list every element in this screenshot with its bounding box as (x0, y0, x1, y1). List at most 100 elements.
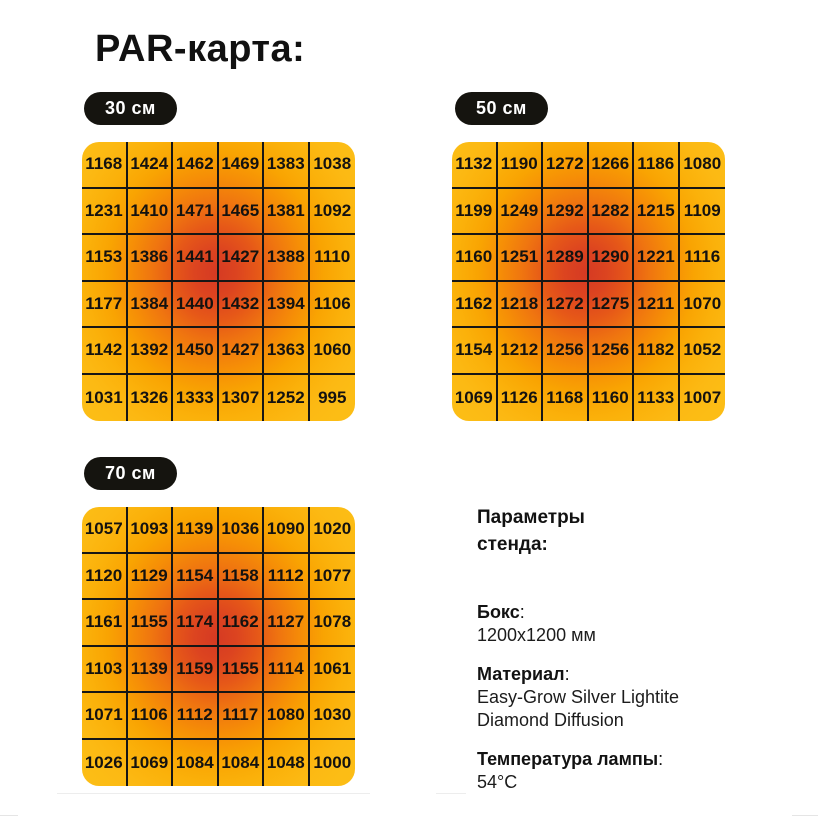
heatmap-cell: 1266 (588, 142, 634, 189)
heatmap-cell: 1110 (309, 235, 355, 282)
card-edge-line (436, 793, 466, 794)
heatmap-cell: 1256 (588, 328, 634, 375)
heatmap-cell: 1272 (543, 142, 589, 189)
heatmap-cell: 1162 (452, 281, 498, 328)
param-box-value: 1200x1200 мм (477, 625, 596, 646)
heatmap-cell: 1061 (309, 647, 355, 693)
heatmap-cell: 1307 (219, 374, 264, 421)
heatmap-30cm: 1168 1424 1462 1469 1383 1038 1231 1410 1471 1465… (82, 142, 355, 421)
heatmap-cell: 1112 (173, 693, 219, 740)
heatmap-cell: 1363 (264, 328, 310, 375)
heatmap-cell: 1120 (82, 553, 128, 600)
param-lamp-temperature: Температура лампы: 54°C (477, 747, 727, 794)
heatmap-cell: 1381 (264, 188, 310, 235)
heatmap-cell: 1471 (173, 188, 219, 235)
distance-badge-70cm-label: 70 см (105, 463, 156, 483)
heatmap-cell: 1092 (309, 189, 355, 235)
heatmap-cell: 1427 (218, 328, 264, 375)
card-edge-line (0, 815, 18, 816)
heatmap-cell: 1162 (218, 600, 264, 647)
heatmap-cell: 1093 (127, 507, 173, 554)
distance-badge-30cm-label: 30 см (105, 98, 156, 118)
heatmap-cell: 1462 (173, 142, 219, 189)
heatmap-cell: 1057 (82, 507, 128, 554)
heatmap-cell: 1159 (173, 646, 219, 693)
distance-badge-70cm: 70 см (84, 457, 177, 490)
heatmap-cell: 1117 (218, 693, 264, 740)
heatmap-cell: 1275 (588, 281, 634, 328)
heatmap-cell: 1427 (218, 235, 264, 282)
heatmap-cell: 1127 (264, 600, 310, 647)
heatmap-cell: 1069 (452, 374, 498, 421)
heatmap-70cm: 1057 1093 1139 1036 1090 1020 1120 1129 1154 1158… (82, 507, 355, 786)
heatmap-cell: 1212 (497, 328, 543, 375)
param-lamp-temperature-value: 54°C (477, 772, 518, 793)
heatmap-cell: 1174 (173, 600, 219, 647)
heatmap-cell: 1026 (82, 739, 128, 786)
heatmap-cell: 1126 (498, 374, 543, 421)
heatmap-cell: 1154 (452, 328, 498, 375)
heatmap-cell: 1048 (264, 739, 310, 786)
heatmap-cell: 1154 (173, 553, 219, 600)
heatmap-cell: 1106 (309, 282, 355, 328)
heatmap-cell: 1020 (309, 507, 355, 554)
card-edge-line (792, 815, 818, 816)
heatmap-cell: 1000 (313, 752, 352, 772)
heatmap-cell: 995 (318, 387, 347, 407)
heatmap-cell: 1392 (127, 328, 173, 375)
heatmap-cell: 1215 (634, 188, 680, 235)
heatmap-cell: 1155 (127, 600, 173, 647)
heatmap-cell: 1080 (679, 142, 725, 189)
heatmap-cell: 1090 (264, 507, 310, 554)
heatmap-cell: 1231 (82, 188, 128, 235)
heatmap-cell: 1326 (128, 374, 173, 421)
distance-badge-30cm: 30 см (84, 92, 177, 125)
heatmap-cell: 1386 (127, 235, 173, 282)
heatmap-cell: 1160 (589, 374, 634, 421)
heatmap-cell: 1106 (127, 693, 173, 740)
heatmap-cell: 1142 (82, 328, 128, 375)
heatmap-cell: 1384 (127, 281, 173, 328)
heatmap-cell: 1077 (309, 554, 355, 600)
heatmap-cell: 1256 (543, 328, 589, 375)
param-material: Материал: Easy-Grow Silver Lightite Diam… (477, 662, 727, 732)
heatmap-cell: 1153 (82, 235, 128, 282)
heatmap-cell: 1129 (127, 553, 173, 600)
heatmap-cell: 1383 (264, 142, 310, 189)
heatmap-cell: 1177 (82, 281, 128, 328)
param-box: Бокс: 1200x1200 мм (477, 600, 727, 647)
heatmap-cell: 1252 (264, 374, 310, 421)
card-edge-line (57, 793, 370, 794)
heatmap-cell: 1333 (173, 374, 219, 421)
heatmap-cell: 1292 (543, 188, 589, 235)
heatmap-cell: 1289 (543, 235, 589, 282)
heatmap-cell: 1031 (82, 374, 128, 421)
distance-badge-50cm-label: 50 см (476, 98, 527, 118)
heatmap-cell: 1424 (127, 142, 173, 189)
param-box-label: Бокс: (477, 602, 525, 623)
heatmap-cell: 1161 (82, 600, 128, 647)
heatmap-cell: 1036 (218, 507, 264, 554)
heatmap-cell: 1190 (497, 142, 543, 189)
heatmap-cell: 1060 (309, 328, 355, 375)
distance-badge-50cm: 50 см (455, 92, 548, 125)
heatmap-50cm: 1132 1190 1272 1266 1186 1080 1199 1249 1292 1282… (452, 142, 725, 421)
heatmap-cell: 1139 (173, 507, 219, 554)
heatmap-cell: 1211 (634, 281, 680, 328)
page-title: PAR-карта: (95, 28, 306, 70)
heatmap-cell: 1160 (452, 235, 498, 282)
heatmap-cell: 1199 (452, 188, 498, 235)
heatmap-cell: 1394 (264, 281, 310, 328)
heatmap-cell: 1116 (679, 235, 725, 282)
heatmap-cell: 1070 (679, 282, 725, 328)
heatmap-cell: 1450 (173, 328, 219, 375)
heatmap-cell: 1168 (543, 374, 589, 421)
heatmap-cell: 1132 (452, 142, 498, 189)
heatmap-cell: 1465 (218, 188, 264, 235)
heatmap-cell: 1114 (264, 646, 310, 693)
params-heading: Параметры стенда: (477, 507, 585, 555)
heatmap-cell: 1007 (683, 387, 722, 407)
heatmap-cell: 1388 (264, 235, 310, 282)
heatmap-cell: 1112 (264, 553, 310, 600)
